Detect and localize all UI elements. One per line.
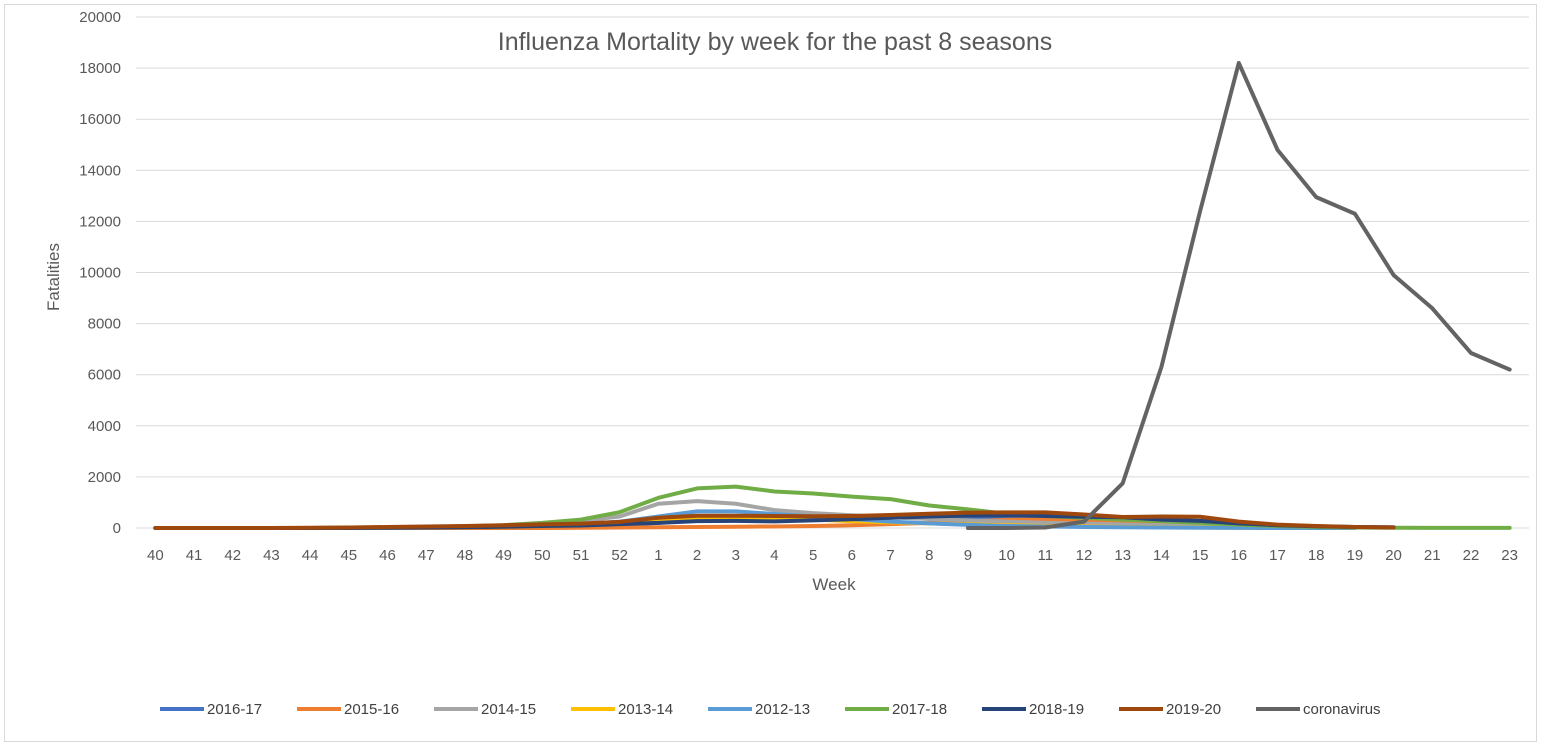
legend-label: 2018-19: [1029, 701, 1084, 718]
x-tick-label: 1: [654, 547, 662, 564]
x-tick-label: 13: [1114, 547, 1131, 564]
x-tick-label: 46: [379, 547, 396, 564]
x-tick-label: 51: [573, 547, 590, 564]
legend-label: 2013-14: [618, 701, 673, 718]
x-tick-label: 52: [611, 547, 628, 564]
x-tick-label: 49: [495, 547, 512, 564]
y-tick-label: 12000: [79, 213, 121, 230]
chart-frame: 0 2000 4000 6000 8000 10000 12000 14000 16000 180…: [4, 4, 1537, 742]
legend-item: 2014-15: [434, 701, 536, 718]
x-tick-label: 21: [1424, 547, 1441, 564]
x-tick-label: 12: [1076, 547, 1093, 564]
x-tick-label: 14: [1153, 547, 1170, 564]
y-tick-label: 10000: [79, 265, 121, 282]
series-lines: [153, 60, 1512, 530]
legend-item: coronavirus: [1256, 701, 1381, 718]
x-tick-label: 10: [998, 547, 1015, 564]
x-tick-label: 47: [418, 547, 435, 564]
y-tick-label: 20000: [79, 9, 121, 26]
legend: 2016-17 2015-16 2014-15 2013-14 2012-13 2017-…: [160, 701, 1381, 718]
x-tick-label: 16: [1230, 547, 1247, 564]
y-tick-label: 8000: [88, 316, 121, 333]
legend-label: 2016-17: [207, 701, 262, 718]
y-tick-label: 4000: [88, 418, 121, 435]
x-tick-label: 5: [809, 547, 817, 564]
legend-item: 2012-13: [708, 701, 810, 718]
x-tick-label: 48: [457, 547, 474, 564]
x-tick-label: 17: [1269, 547, 1286, 564]
chart-title: Influenza Mortality by week for the past…: [498, 28, 1052, 56]
y-tick-label: 16000: [79, 111, 121, 128]
x-tick-label: 15: [1192, 547, 1209, 564]
x-tick-label: 23: [1501, 547, 1518, 564]
x-tick-label: 50: [534, 547, 551, 564]
x-tick-label: 4: [770, 547, 778, 564]
y-tick-label: 14000: [79, 162, 121, 179]
x-tick-label: 11: [1038, 547, 1054, 564]
x-tick-label: 8: [925, 547, 933, 564]
legend-item: 2013-14: [571, 701, 673, 718]
x-tick-label: 44: [302, 547, 319, 564]
x-tick-label: 3: [732, 547, 740, 564]
series-line-2019-20: [153, 510, 1396, 530]
legend-item: 2018-19: [982, 701, 1084, 718]
x-tick-label: 40: [147, 547, 164, 564]
line-chart: 0 2000 4000 6000 8000 10000 12000 14000 16000 180…: [44, 9, 1529, 718]
x-tick-label: 2: [693, 547, 701, 564]
legend-label: 2012-13: [755, 701, 810, 718]
x-tick-label: 42: [224, 547, 241, 564]
y-axis-ticks: 0 2000 4000 6000 8000 10000 12000 14000 16000 180…: [79, 9, 121, 537]
legend-label: 2014-15: [481, 701, 536, 718]
x-tick-label: 22: [1463, 547, 1480, 564]
x-tick-label: 43: [263, 547, 280, 564]
legend-item: 2019-20: [1119, 701, 1221, 718]
x-tick-label: 18: [1308, 547, 1325, 564]
x-axis-ticks: 40 41 42 43 44 45 46 47 48 49 50 51 52 1 2 3 4 5 6 7 8 9 10 11 1…: [147, 547, 1518, 564]
legend-label: 2019-20: [1166, 701, 1221, 718]
legend-item: 2016-17: [160, 701, 262, 718]
legend-item: 2017-18: [845, 701, 947, 718]
x-tick-label: 7: [886, 547, 894, 564]
x-tick-label: 41: [186, 547, 203, 564]
legend-label: 2015-16: [344, 701, 399, 718]
x-tick-label: 45: [340, 547, 357, 564]
y-tick-label: 0: [113, 520, 121, 537]
x-tick-label: 19: [1347, 547, 1364, 564]
legend-item: 2015-16: [297, 701, 399, 718]
y-tick-label: 6000: [88, 367, 121, 384]
gridlines: [136, 16, 1529, 529]
x-axis-title: Week: [812, 575, 856, 594]
series-line-coronavirus: [965, 60, 1512, 530]
x-tick-label: 20: [1385, 547, 1402, 564]
y-tick-label: 18000: [79, 60, 121, 77]
legend-label: coronavirus: [1303, 701, 1381, 718]
y-axis-title: Fatalities: [44, 243, 63, 311]
y-tick-label: 2000: [88, 469, 121, 486]
x-tick-label: 6: [848, 547, 856, 564]
legend-label: 2017-18: [892, 701, 947, 718]
x-tick-label: 9: [964, 547, 972, 564]
